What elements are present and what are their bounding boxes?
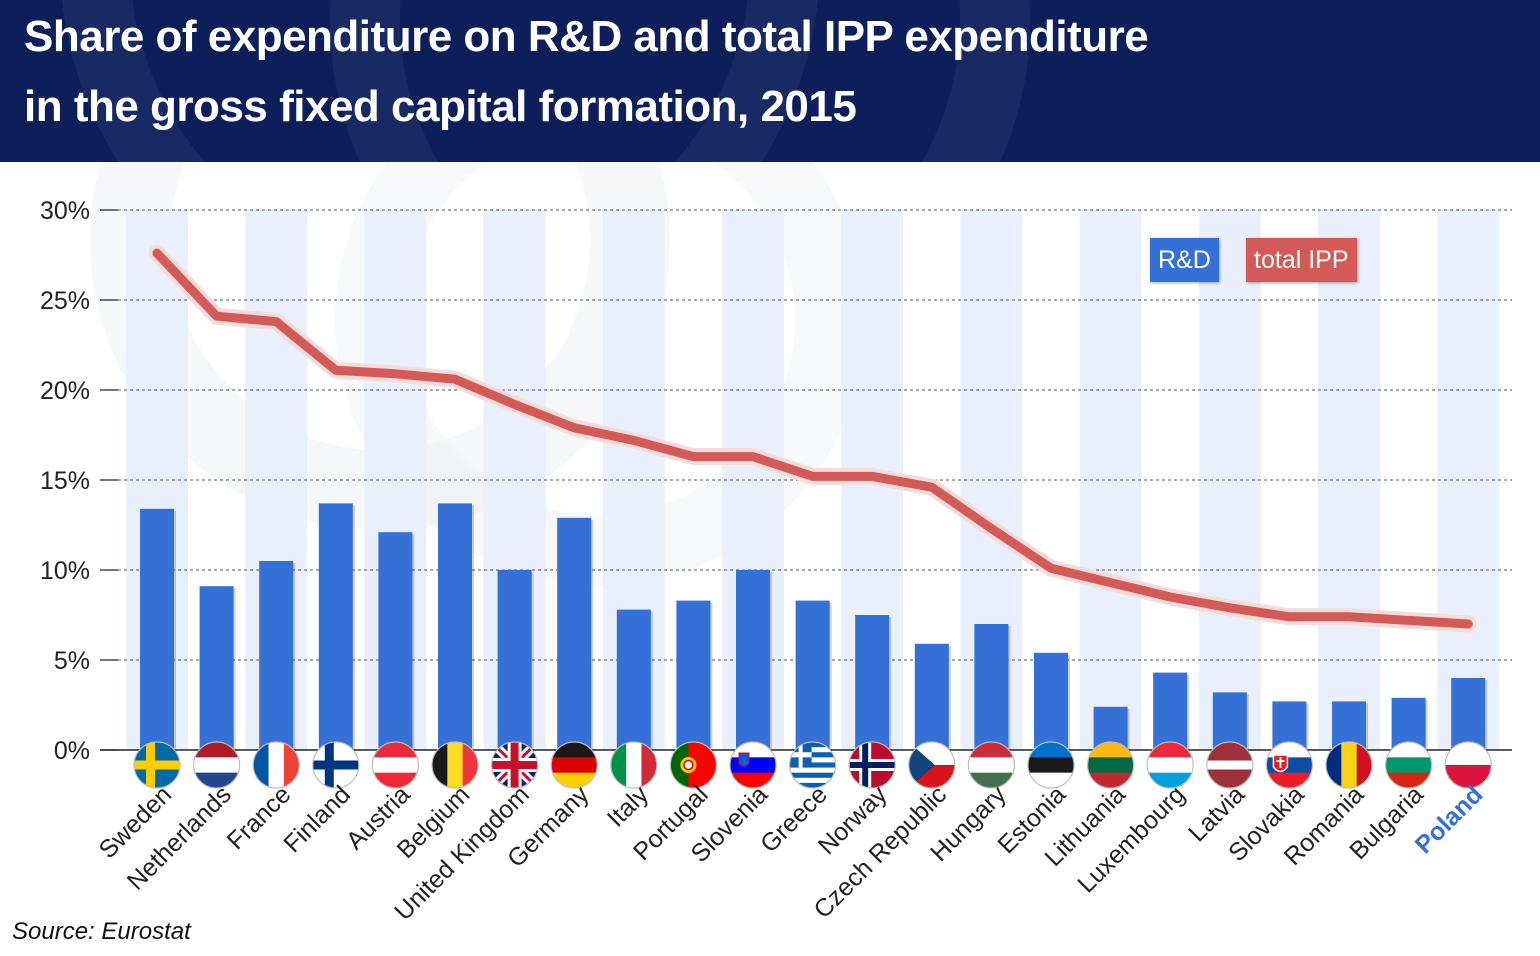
flag-slovakia-icon: [1265, 741, 1314, 789]
y-tick-label: 5%: [54, 647, 90, 675]
legend-rd: R&D: [1150, 238, 1219, 282]
ipp-point-united-kingdom: [513, 403, 516, 406]
legend-total-ipp: total IPP: [1246, 238, 1357, 282]
ipp-point-estonia: [1050, 567, 1052, 570]
flag-austria-icon: [371, 741, 419, 789]
flag-germany-icon: [550, 741, 598, 789]
flag-czech-republic-icon: [908, 741, 956, 789]
y-tick-label: 10%: [40, 557, 90, 585]
flag-netherlands-icon: [193, 741, 241, 789]
ipp-point-greece: [811, 475, 814, 478]
ipp-point-luxembourg: [1169, 596, 1172, 598]
bar-portugal: [676, 600, 711, 750]
bar-norway: [855, 615, 890, 750]
flag-latvia-icon: [1206, 741, 1254, 789]
flag-portugal-icon: [669, 741, 718, 789]
bar-belgium: [438, 503, 472, 750]
ipp-point-netherlands: [215, 315, 218, 318]
flag-belgium-icon: [431, 741, 479, 789]
ipp-line-series: [148, 244, 1477, 633]
bar-sweden: [140, 508, 174, 750]
ipp-point-austria: [394, 372, 397, 375]
y-tick-label: 30%: [40, 197, 90, 225]
ipp-point-hungary: [990, 527, 993, 530]
source-note: Source: Eurostat: [12, 918, 191, 945]
country-flags: [133, 741, 1492, 789]
ipp-point-lithuania: [1109, 581, 1112, 584]
flag-slovenia-icon: [729, 741, 777, 789]
bar-latvia: [1212, 692, 1247, 750]
x-axis-labels: SwedenNetherlandsFranceFinlandAustriaBel…: [94, 780, 1489, 926]
bar-greece: [795, 600, 830, 750]
flag-bulgaria-icon: [1384, 741, 1433, 789]
ipp-point-belgium: [454, 378, 456, 381]
ipp-point-latvia: [1228, 606, 1231, 609]
x-label-poland: Poland: [1410, 780, 1489, 859]
ipp-point-france: [275, 320, 278, 323]
flag-finland-icon: [312, 741, 360, 789]
bar-poland: [1451, 678, 1486, 750]
ipp-point-germany: [573, 426, 576, 429]
rd-bars: [140, 503, 1488, 752]
title-banner: Share of expenditure on R&D and total IP…: [0, 0, 1540, 162]
bar-slovenia: [736, 570, 770, 750]
x-label-finland: Finland: [278, 780, 356, 858]
bar-france: [259, 561, 294, 750]
ipp-point-norway: [871, 475, 874, 478]
bar-austria: [378, 532, 413, 750]
ipp-point-sweden: [156, 252, 158, 255]
flag-poland-icon: [1444, 741, 1492, 789]
ipp-point-portugal: [692, 455, 695, 458]
chart-title-line-1: Share of expenditure on R&D and total IP…: [24, 12, 1149, 61]
ipp-point-finland: [334, 369, 337, 372]
flag-luxembourg-icon: [1146, 741, 1194, 789]
flag-hungary-icon: [967, 741, 1016, 789]
bar-luxembourg: [1153, 672, 1188, 750]
chart-title-line-2: in the gross fixed capital formation, 20…: [24, 82, 857, 131]
y-axis-ticks: 0% 5% 10% 15% 20% 25% 30%: [40, 197, 118, 765]
bar-czech-republic: [914, 643, 949, 750]
flag-united-kingdom-icon: [490, 741, 539, 789]
flag-italy-icon: [610, 741, 658, 789]
y-tick-label: 25%: [40, 287, 90, 315]
bar-netherlands: [199, 586, 234, 750]
bar-germany: [557, 517, 592, 750]
chart-area: 0% 5% 10% 15% 20% 25% 30% SwedenNetherlandsFra…: [40, 162, 1512, 926]
y-tick-label: 15%: [40, 467, 90, 495]
ipp-point-czech-republic: [930, 486, 933, 489]
bar-bulgaria: [1391, 697, 1426, 750]
bar-estonia: [1034, 652, 1068, 750]
flag-france-icon: [252, 741, 300, 789]
bar-united-kingdom: [497, 570, 532, 750]
flag-norway-icon: [848, 741, 896, 789]
ipp-point-italy: [632, 439, 635, 442]
flag-estonia-icon: [1027, 741, 1075, 789]
bar-italy: [616, 609, 651, 750]
flag-lithuania-icon: [1086, 741, 1135, 789]
flag-romania-icon: [1325, 741, 1373, 789]
flag-sweden-icon: [133, 741, 181, 789]
y-tick-label: 0%: [54, 737, 90, 765]
ipp-point-slovakia: [1288, 615, 1291, 618]
x-label-italy: Italy: [602, 780, 655, 833]
ipp-point-bulgaria: [1407, 619, 1410, 622]
ipp-point-slovenia: [752, 455, 754, 458]
bar-finland: [318, 503, 353, 750]
ipp-point-romania: [1348, 615, 1350, 618]
bar-hungary: [974, 624, 1009, 750]
ipp-point-poland: [1467, 623, 1470, 625]
y-tick-label: 20%: [40, 377, 90, 405]
